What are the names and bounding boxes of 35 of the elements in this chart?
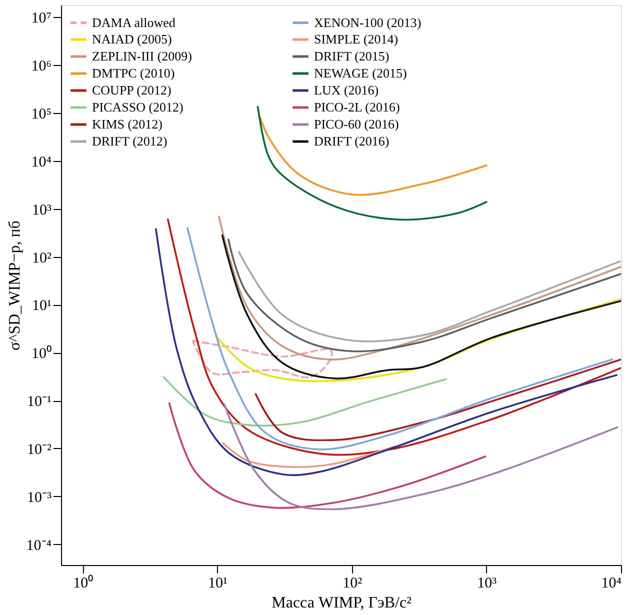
y-tick-label: 10⁷ bbox=[31, 10, 52, 27]
legend-label: SIMPLE (2014) bbox=[314, 32, 398, 46]
legend-label: PICO-2L (2016) bbox=[314, 100, 400, 114]
y-tick-label: 10⁶ bbox=[31, 58, 52, 75]
x-tick-label: 10³ bbox=[477, 576, 498, 592]
legend-label: ZEPLIN-III (2009) bbox=[92, 48, 192, 64]
x-tick-label: 10⁰ bbox=[73, 574, 94, 592]
legend-label: KIMS (2012) bbox=[92, 116, 162, 132]
y-tick-label: 10² bbox=[32, 250, 52, 266]
y-tick-label: 10⁻⁴ bbox=[26, 538, 52, 554]
x-tick-label: 10² bbox=[342, 576, 363, 592]
y-tick-label: 10³ bbox=[32, 202, 52, 218]
legend-label: DRIFT (2016) bbox=[314, 134, 390, 148]
legend-label: XENON-100 (2013) bbox=[314, 14, 422, 30]
legend-label: PICO-60 (2016) bbox=[314, 116, 399, 132]
legend-label: DRIFT (2015) bbox=[314, 48, 390, 64]
x-tick-label: 10¹ bbox=[208, 576, 228, 592]
y-tick-label: 10⁻¹ bbox=[27, 394, 52, 410]
y-axis-title: σ^SD_WIMP−p, пб bbox=[6, 220, 24, 350]
y-tick-label: 10⁵ bbox=[31, 106, 52, 123]
legend-label: DRIFT (2012) bbox=[92, 134, 168, 148]
legend-label: PICASSO (2012) bbox=[92, 100, 184, 114]
legend-label: COUPP (2012) bbox=[92, 82, 172, 98]
legend-label: LUX (2016) bbox=[314, 82, 379, 98]
y-tick-label: 10¹ bbox=[32, 298, 52, 314]
legend-label: DMTPC (2010) bbox=[92, 66, 175, 80]
y-tick-label: 10⁰ bbox=[32, 345, 52, 362]
y-tick-label: 10⁻² bbox=[27, 442, 52, 458]
legend-label: NEWAGE (2015) bbox=[314, 66, 407, 80]
y-tick-label: 10⁻³ bbox=[27, 490, 52, 506]
x-axis-title: Масса WIMP, ГэВ/c² bbox=[272, 594, 412, 612]
legend-label: NAIAD (2005) bbox=[92, 32, 172, 46]
y-tick-label: 10⁴ bbox=[31, 154, 52, 170]
legend-label: DAMA allowed bbox=[92, 14, 176, 30]
x-tick-label: 10⁴ bbox=[601, 576, 622, 592]
